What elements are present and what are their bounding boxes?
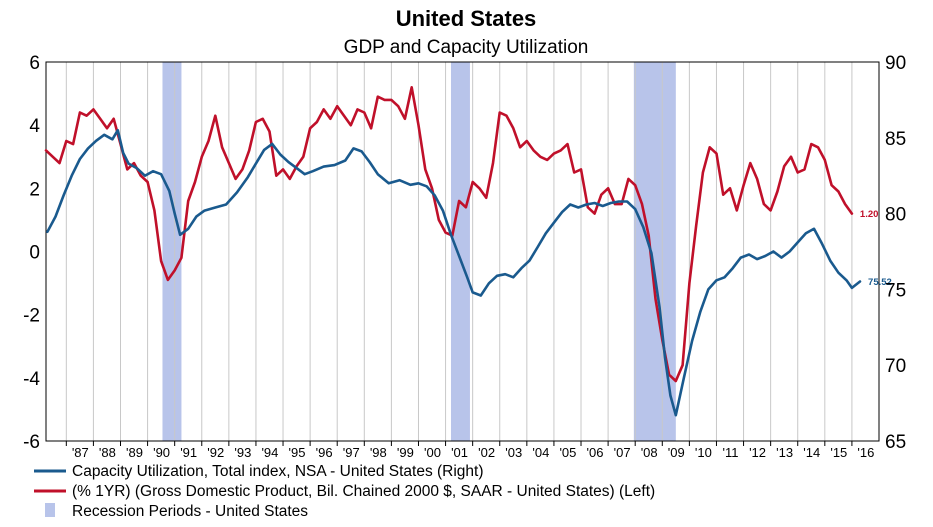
chart-subtitle: GDP and Capacity Utilization <box>344 37 589 58</box>
x-tick-label-2: '89 <box>126 445 143 460</box>
capacity-end-label: 75.52 <box>868 277 892 288</box>
x-tick-label-15: '02 <box>478 445 495 460</box>
x-tick-label-26: '13 <box>776 445 793 460</box>
x-tick-label-21: '08 <box>641 445 658 460</box>
left-tick-label-0: 6 <box>29 53 40 74</box>
capacity-utilization-line <box>46 128 862 417</box>
x-tick-label-24: '11 <box>722 445 738 460</box>
left-tick-label-1: 4 <box>29 116 40 137</box>
left-tick-label-6: -6 <box>23 432 40 453</box>
x-tick-label-11: '98 <box>370 445 387 460</box>
x-tick-label-25: '12 <box>749 445 766 460</box>
gdp-end-label: 1.20 <box>860 209 879 220</box>
x-tick-label-27: '14 <box>803 445 820 460</box>
x-tick-label-29: '16 <box>857 445 874 460</box>
x-tick-label-1: '88 <box>99 445 116 460</box>
left-y-axis: 6 4 2 0 -2 -4 -6 <box>23 53 40 453</box>
x-tick-label-13: '00 <box>424 445 441 460</box>
right-y-axis: 90 85 80 75 70 65 <box>885 53 906 453</box>
x-tick-label-28: '15 <box>830 445 847 460</box>
legend-label-0: Capacity Utilization, Total index, NSA -… <box>72 463 484 480</box>
right-tick-label-5: 65 <box>885 432 906 453</box>
left-tick-label-4: -2 <box>23 306 40 327</box>
x-tick-label-22: '09 <box>668 445 685 460</box>
x-tick-label-3: '90 <box>153 445 170 460</box>
right-tick-label-2: 80 <box>885 205 906 226</box>
series-lines <box>44 86 862 417</box>
x-tick-label-20: '07 <box>614 445 631 460</box>
left-tick-label-5: -4 <box>23 369 40 390</box>
x-tick-label-7: '94 <box>261 445 278 460</box>
right-tick-label-0: 90 <box>885 53 906 74</box>
chart-title: United States <box>396 6 537 31</box>
x-tick-label-4: '91 <box>180 445 197 460</box>
x-tick-label-18: '05 <box>559 445 576 460</box>
legend-swatch-2 <box>45 503 55 517</box>
recession-band-0 <box>162 62 182 441</box>
right-tick-label-3: 75 <box>885 280 906 301</box>
x-tick-label-19: '06 <box>587 445 604 460</box>
gdp-yoy-line <box>44 86 854 383</box>
x-tick-label-14: '01 <box>451 445 468 460</box>
recession-band-1 <box>450 62 470 441</box>
right-tick-label-4: 70 <box>885 356 906 377</box>
x-tick-label-5: '92 <box>207 445 224 460</box>
legend-label-2: Recession Periods - United States <box>72 503 308 520</box>
x-axis: '87 '88 '89 '90 '91 '92 '93 '94 '95 '96 '97 '98 '99 '… <box>65 441 874 460</box>
plot-area-border <box>45 61 880 442</box>
legend-label-1: (% 1YR) (Gross Domestic Product, Bil. Ch… <box>72 483 655 500</box>
series-end-labels: 1.20 75.52 <box>860 209 892 288</box>
left-tick-label-3: 0 <box>29 243 40 264</box>
x-tick-label-9: '96 <box>316 445 333 460</box>
x-tick-label-17: '04 <box>532 445 549 460</box>
x-tick-label-23: '10 <box>695 445 712 460</box>
recession-bands <box>162 62 676 441</box>
x-tick-label-0: '87 <box>72 445 89 460</box>
x-tick-label-8: '95 <box>289 445 306 460</box>
right-tick-label-1: 85 <box>885 129 906 150</box>
x-tick-label-12: '99 <box>397 445 414 460</box>
legend: Capacity Utilization, Total index, NSA -… <box>34 463 655 520</box>
x-tick-label-10: '97 <box>343 445 360 460</box>
x-tick-label-6: '93 <box>234 445 251 460</box>
left-tick-label-2: 2 <box>29 179 40 200</box>
x-tick-label-16: '03 <box>505 445 522 460</box>
